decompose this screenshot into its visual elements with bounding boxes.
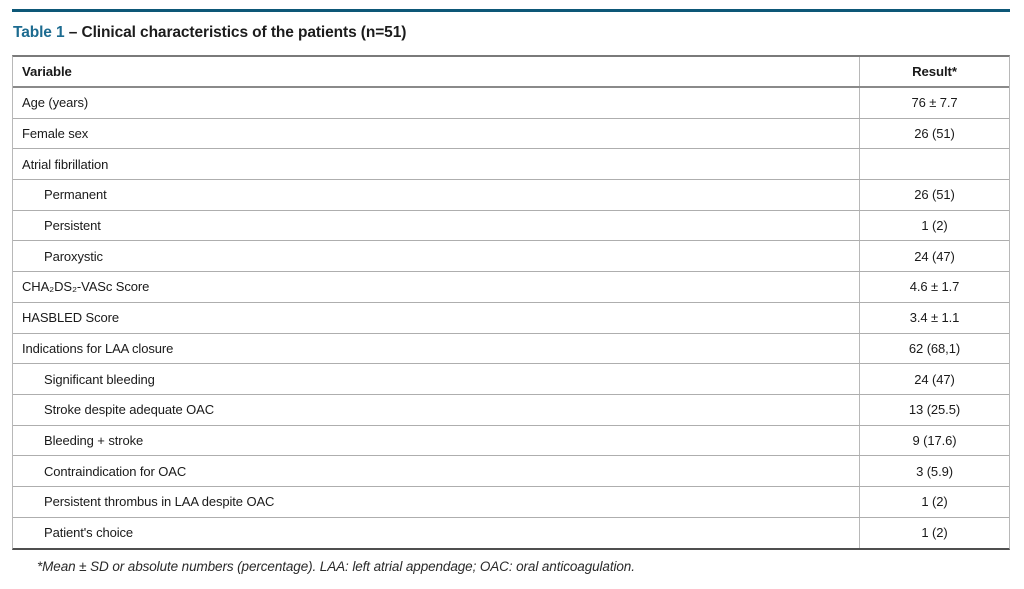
row-label: Contraindication for OAC xyxy=(44,463,187,479)
row-value: 13 (25.5) xyxy=(859,394,1009,425)
row-value: 3.4 ± 1.1 xyxy=(859,302,1009,333)
table-row: Patient's choice 1 (2) xyxy=(13,517,1009,549)
row-label: Female sex xyxy=(22,126,89,142)
row-value: 3 (5.9) xyxy=(859,456,1009,486)
row-label: Patient's choice xyxy=(44,525,134,541)
table-row: CHA₂DS₂-VASc Score 4.6 ± 1.7 xyxy=(13,272,1009,303)
table-title-text: – Clinical characteristics of the patien… xyxy=(68,24,407,41)
column-header-result: Result* xyxy=(859,57,1009,86)
table-header-row: Variable Result* xyxy=(13,57,1009,88)
table-row: Significant bleeding 24 (47) xyxy=(13,364,1009,395)
row-value xyxy=(859,149,1009,180)
row-value: 24 (47) xyxy=(859,241,1009,272)
row-value: 62 (68,1) xyxy=(859,333,1009,364)
table-row: Indications for LAA closure 62 (68,1) xyxy=(13,333,1009,365)
row-value: 1 (2) xyxy=(859,517,1009,549)
table-row: Age (years) 76 ± 7.7 xyxy=(13,88,1009,119)
table-title: Table 1 – Clinical characteristics of th… xyxy=(12,12,1010,55)
row-value: 4.6 ± 1.7 xyxy=(859,272,1009,302)
row-label: Bleeding + stroke xyxy=(44,432,144,448)
row-label: Persistent xyxy=(44,218,101,234)
table-row: Persistent 1 (2) xyxy=(13,210,1009,242)
table-footnote: *Mean ± SD or absolute numbers (percenta… xyxy=(37,559,635,575)
table-body: Age (years) 76 ± 7.7 Female sex 26 (51) … xyxy=(13,88,1009,549)
row-label: Atrial fibrillation xyxy=(22,156,109,172)
row-label: Permanent xyxy=(44,187,107,203)
table-row: Contraindication for OAC 3 (5.9) xyxy=(13,456,1009,487)
column-header-variable: Variable xyxy=(22,64,72,79)
table-row: Bleeding + stroke 9 (17.6) xyxy=(13,425,1009,457)
row-label: Age (years) xyxy=(22,95,89,111)
paper-table-figure: Table 1 – Clinical characteristics of th… xyxy=(12,0,1010,574)
table-row: Paroxystic 24 (47) xyxy=(13,241,1009,273)
row-value: 1 (2) xyxy=(859,486,1009,517)
row-label: CHA₂DS₂-VASc Score xyxy=(22,279,150,295)
table-row: Atrial fibrillation xyxy=(13,149,1009,181)
table-title-number: Table 1 xyxy=(13,24,65,41)
row-value: 26 (51) xyxy=(859,180,1009,210)
row-value: 24 (47) xyxy=(859,364,1009,394)
row-label: Stroke despite adequate OAC xyxy=(44,402,215,418)
clinical-characteristics-table: Variable Result* Age (years) 76 ± 7.7 Fe… xyxy=(12,55,1010,551)
row-label: Indications for LAA closure xyxy=(22,340,174,356)
row-value: 76 ± 7.7 xyxy=(859,88,1009,118)
row-label: Paroxystic xyxy=(44,248,103,264)
table-row: Persistent thrombus in LAA despite OAC 1… xyxy=(13,486,1009,518)
row-label: HASBLED Score xyxy=(22,310,119,326)
row-label: Persistent thrombus in LAA despite OAC xyxy=(44,494,275,510)
row-value: 1 (2) xyxy=(859,210,1009,241)
table-row: Female sex 26 (51) xyxy=(13,118,1009,150)
table-row: Stroke despite adequate OAC 13 (25.5) xyxy=(13,394,1009,426)
table-top-rule xyxy=(12,9,1010,12)
table-row: HASBLED Score 3.4 ± 1.1 xyxy=(13,302,1009,334)
row-label: Significant bleeding xyxy=(44,371,155,387)
row-value: 26 (51) xyxy=(859,118,1009,149)
table-row: Permanent 26 (51) xyxy=(13,180,1009,211)
row-value: 9 (17.6) xyxy=(859,425,1009,456)
